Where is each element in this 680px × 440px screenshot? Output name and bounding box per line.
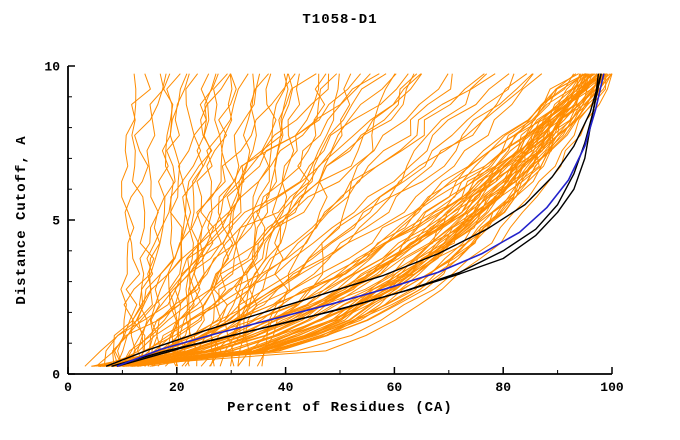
svg-text:10: 10	[44, 60, 60, 75]
svg-text:100: 100	[600, 380, 624, 395]
plot-canvas: 0 20 40 60 80 100 0 5 10	[44, 60, 624, 396]
plot-title: T1058-D1	[302, 12, 378, 28]
svg-text:60: 60	[387, 380, 403, 395]
svg-text:20: 20	[169, 380, 185, 395]
y-axis-label: Distance Cutoff, A	[14, 135, 30, 305]
svg-text:40: 40	[278, 380, 294, 395]
svg-text:80: 80	[495, 380, 511, 395]
svg-text:0: 0	[64, 380, 72, 395]
svg-text:5: 5	[52, 214, 60, 229]
svg-text:0: 0	[52, 368, 60, 383]
x-axis-label: Percent of Residues (CA)	[227, 400, 453, 416]
